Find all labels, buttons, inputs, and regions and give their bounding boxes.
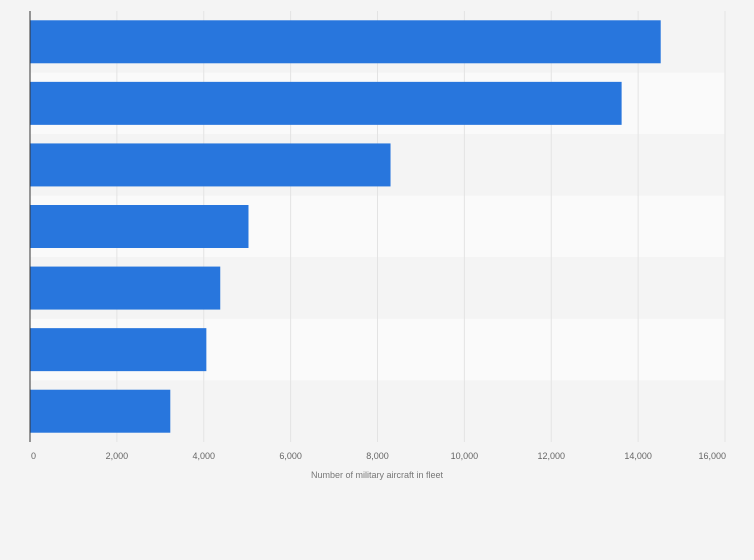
x-tick-label: 14,000 <box>624 451 652 461</box>
bar <box>30 389 171 433</box>
x-tick-labels: 0 2,000 4,000 6,000 8,000 10,000 12,000 14,000 1… <box>31 451 726 461</box>
bar <box>30 20 661 64</box>
bar <box>30 328 207 372</box>
bar <box>30 81 622 125</box>
x-tick-label: 8,000 <box>366 451 389 461</box>
x-tick-label: 4,000 <box>192 451 215 461</box>
bars <box>30 20 661 433</box>
x-tick-label: 10,000 <box>451 451 479 461</box>
bar <box>30 205 249 248</box>
bar <box>30 143 391 187</box>
bar <box>30 266 221 310</box>
x-tick-label: 6,000 <box>279 451 302 461</box>
x-tick-label: 16,000 <box>698 451 726 461</box>
x-tick-label: 0 <box>31 451 36 461</box>
x-axis-label: Number of military aircraft in fleet <box>311 470 444 480</box>
x-tick-label: 2,000 <box>106 451 129 461</box>
x-tick-label: 12,000 <box>537 451 565 461</box>
